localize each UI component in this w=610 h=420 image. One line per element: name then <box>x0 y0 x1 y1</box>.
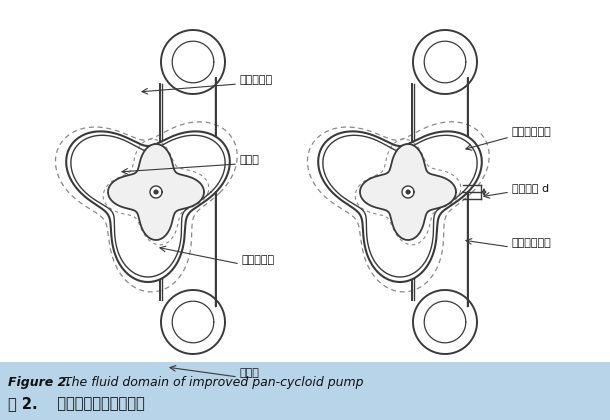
Polygon shape <box>150 186 162 198</box>
Polygon shape <box>71 135 225 277</box>
Text: 进油沟通面积: 进油沟通面积 <box>512 238 552 248</box>
Text: 容积腔: 容积腔 <box>240 155 260 165</box>
Text: 出油槽: 出油槽 <box>239 368 259 378</box>
Text: The fluid domain of improved pan-cycloid pump: The fluid domain of improved pan-cycloid… <box>60 376 364 389</box>
Polygon shape <box>154 190 158 194</box>
Polygon shape <box>402 186 414 198</box>
Text: 出油沟通面积: 出油沟通面积 <box>512 127 552 137</box>
Text: 油槽间距 d: 油槽间距 d <box>512 183 549 193</box>
Text: Figure 2.: Figure 2. <box>8 376 71 389</box>
Polygon shape <box>323 135 477 277</box>
Polygon shape <box>413 30 477 94</box>
Polygon shape <box>161 290 225 354</box>
Text: 内转子外缘: 内转子外缘 <box>241 255 274 265</box>
Polygon shape <box>318 131 482 282</box>
Polygon shape <box>66 131 230 282</box>
Polygon shape <box>406 190 410 194</box>
Text: 改进型泛摆线泵流体域: 改进型泛摆线泵流体域 <box>48 396 145 411</box>
Polygon shape <box>161 30 225 94</box>
Text: 外转子内缘: 外转子内缘 <box>240 75 273 85</box>
Polygon shape <box>360 144 456 240</box>
FancyBboxPatch shape <box>0 362 610 420</box>
Polygon shape <box>413 290 477 354</box>
Text: 图 2.: 图 2. <box>8 396 38 411</box>
Polygon shape <box>108 144 204 240</box>
